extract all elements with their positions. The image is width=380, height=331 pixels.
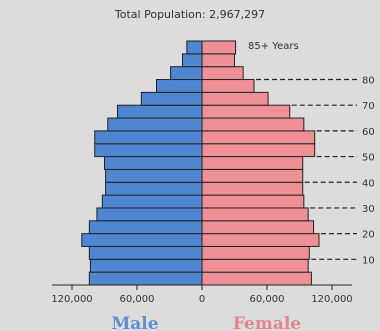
female-bar	[201, 66, 244, 81]
age-tick-label: 40	[362, 178, 375, 189]
male-bar	[170, 66, 203, 81]
male-bar	[105, 168, 203, 183]
female-bar	[201, 53, 235, 68]
female-bar	[201, 207, 309, 222]
female-bar	[201, 130, 316, 145]
legend-female: Female	[233, 314, 301, 331]
age-tick-label: 60	[362, 127, 375, 138]
female-bar	[201, 168, 304, 183]
female-bar	[201, 181, 304, 196]
male-bar	[182, 53, 203, 68]
male-bar	[117, 104, 203, 119]
male-bar	[140, 91, 203, 106]
male-bar	[104, 156, 203, 170]
female-bar	[201, 245, 310, 260]
female-bar	[201, 40, 237, 55]
female-bar	[201, 143, 316, 158]
male-bar	[89, 258, 203, 273]
age-tick-label: 50	[362, 153, 375, 164]
age-dash-lines	[256, 78, 357, 260]
legend-male: Male	[111, 314, 158, 331]
female-bar	[201, 117, 305, 132]
female-bar	[201, 104, 291, 119]
x-axis: 120,000 60,000 0 60,000 120,000	[51, 284, 353, 305]
male-bar	[81, 233, 203, 247]
male-bar	[186, 40, 203, 55]
female-bar	[201, 220, 315, 235]
female-bar	[201, 271, 312, 286]
male-bar	[101, 194, 203, 209]
x-tick-label: 120,000	[311, 294, 352, 305]
female-bar	[201, 233, 320, 247]
male-bar	[105, 181, 203, 196]
male-bar	[156, 79, 203, 93]
age-tick-label: 30	[362, 204, 375, 215]
male-bar	[107, 117, 203, 132]
chart-title: Total Population: 2,967,297	[114, 8, 265, 21]
male-bar	[96, 207, 203, 222]
x-tick-label: 120,000	[51, 294, 92, 305]
x-tick-label: 60,000	[250, 294, 285, 305]
female-bar	[201, 194, 305, 209]
male-bar	[88, 271, 203, 286]
age-labels-group: 10 20 30 40 50 60 70 80	[362, 76, 375, 267]
age-tick-label: 70	[362, 101, 375, 112]
top-group-label: 85+ Years	[248, 41, 299, 52]
age-tick-label: 80	[362, 76, 375, 87]
female-bar	[201, 156, 304, 170]
male-bar	[94, 130, 203, 145]
x-tick-label: 60,000	[120, 294, 155, 305]
bars-group	[81, 40, 320, 286]
male-bar	[88, 245, 203, 260]
age-tick-label: 20	[362, 230, 375, 241]
female-bar	[201, 258, 309, 273]
female-bar	[201, 91, 269, 106]
male-bar	[94, 143, 203, 158]
x-tick-label: 0	[199, 294, 205, 305]
female-bar	[201, 79, 255, 93]
male-bar	[88, 220, 203, 235]
age-tick-label: 10	[362, 255, 375, 266]
